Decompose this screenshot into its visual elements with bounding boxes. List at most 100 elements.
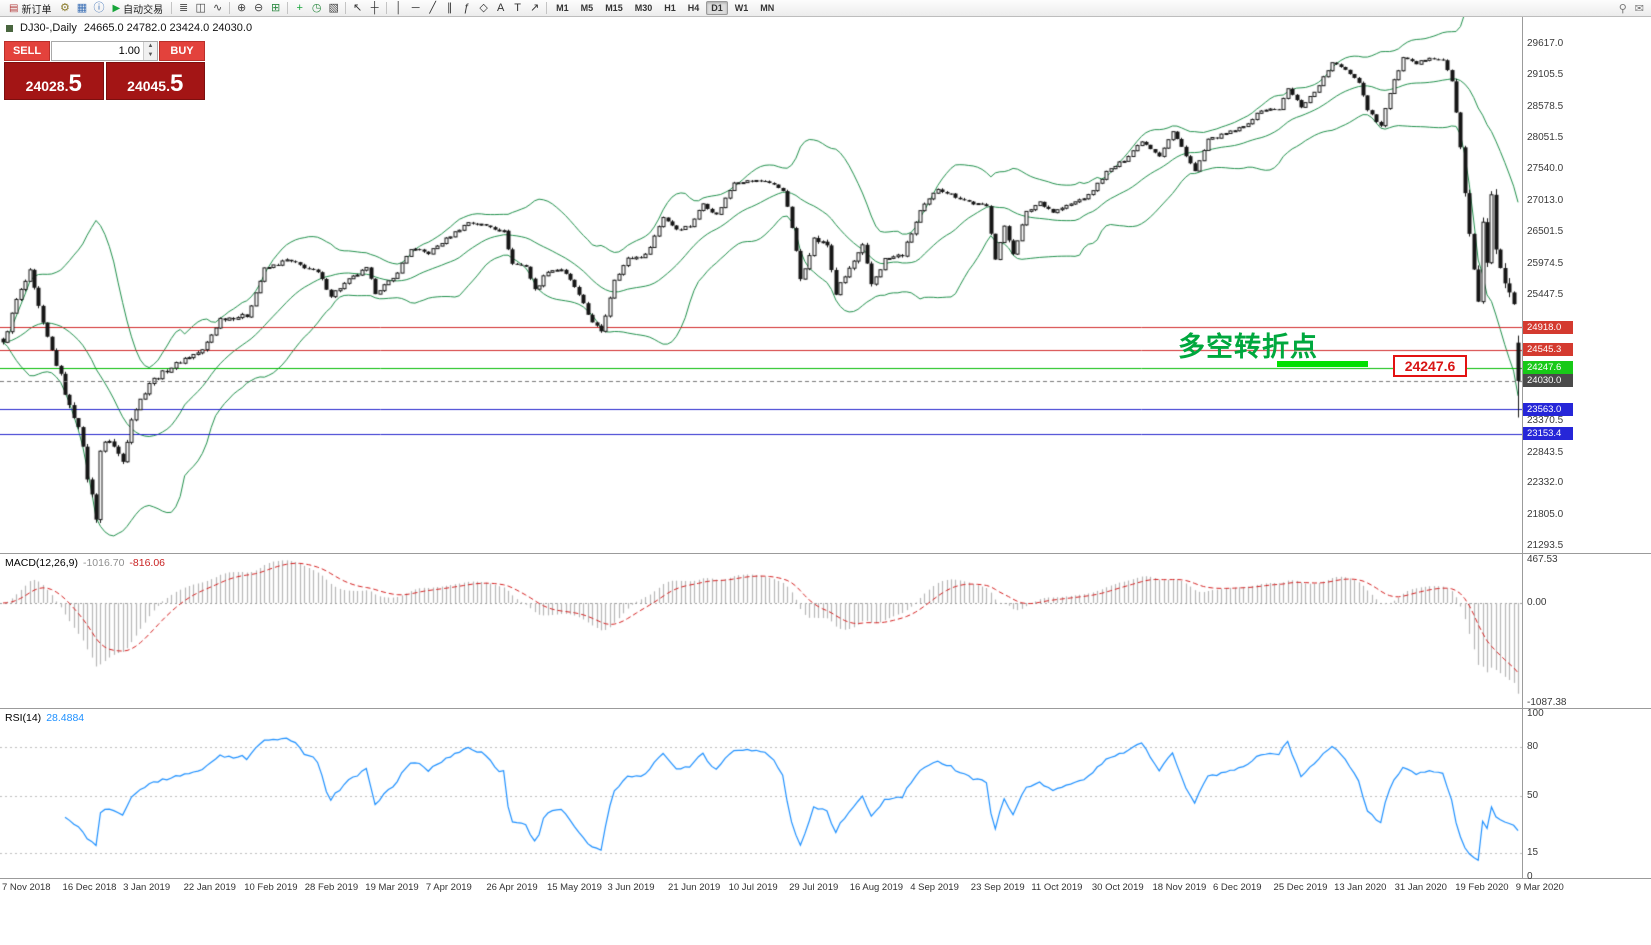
time-axis-label: 23 Sep 2019 (970, 882, 1025, 893)
time-axis-label: 18 Nov 2019 (1152, 882, 1207, 893)
cursor-icon[interactable]: ↖ (353, 1, 363, 14)
zoom-out-icon[interactable]: ⊖ (254, 1, 264, 14)
price-axis-tick: 28578.5 (1527, 100, 1564, 112)
timeframe-h4[interactable]: H4 (683, 1, 705, 15)
green-highlight-segment[interactable] (1277, 361, 1368, 367)
time-axis-label: 10 Feb 2019 (244, 882, 298, 893)
time-axis-label: 11 Oct 2019 (1031, 882, 1083, 893)
toolbar-separator (546, 2, 548, 14)
price-axis-tick: 23370.5 (1527, 414, 1564, 426)
price-axis-border (1522, 17, 1523, 878)
search-icon[interactable]: ⚲ (1618, 2, 1627, 15)
zoom-in-icon[interactable]: ⊕ (237, 1, 247, 14)
rsi-axis-label: 50 (1527, 789, 1539, 801)
macd-panel-splitter[interactable] (0, 553, 1651, 554)
charts-profile-icon[interactable]: ▦ (76, 1, 88, 14)
sell-price-big-digit: 5 (68, 70, 82, 97)
price-axis-tick: 21805.0 (1527, 509, 1564, 521)
volume-spinner: ▲ ▼ (143, 42, 157, 60)
trade-panel-top-row: SELL ▲ ▼ BUY (4, 41, 205, 61)
bar-chart-mode-icon[interactable]: ≣ (179, 1, 189, 14)
text-icon[interactable]: A (496, 1, 505, 14)
price-axis-tag: 24918.0 (1523, 320, 1573, 334)
buy-price-main: 24045. (127, 78, 170, 94)
channel-icon[interactable]: ∥ (446, 1, 453, 14)
candlestick-mode-icon[interactable]: ◫ (195, 1, 206, 14)
main-chart-canvas[interactable] (0, 17, 1522, 553)
sell-price-box[interactable]: 24028. 5 (4, 62, 104, 100)
autotrading-button-label: 自动交易 (123, 4, 164, 16)
autotrading-button[interactable]: ▶ 自动交易 (107, 1, 168, 16)
vertical-line-icon[interactable]: │ (395, 1, 403, 14)
timeframe-d1[interactable]: D1 (706, 1, 728, 15)
time-axis-label: 21 Jun 2019 (668, 882, 721, 893)
expert-advisors-icon[interactable]: ⚙ (60, 1, 70, 14)
timeframe-m1[interactable]: M1 (551, 1, 574, 15)
toolbar-separator (345, 2, 347, 14)
macd-indicator-label: MACD(12,26,9) -1016.70 -816.06 (5, 557, 165, 569)
sell-button[interactable]: SELL (4, 41, 50, 61)
time-axis-label: 15 May 2019 (546, 882, 602, 893)
price-axis-tick: 25447.5 (1527, 289, 1564, 301)
period-icon[interactable]: ◷ (311, 1, 322, 14)
price-axis-tick: 29617.0 (1527, 38, 1564, 50)
macd-panel-canvas[interactable] (0, 554, 1522, 708)
timeframe-m15[interactable]: M15 (600, 1, 628, 15)
label-icon[interactable]: T (514, 1, 522, 14)
time-axis-label: 3 Jan 2019 (123, 882, 171, 893)
rsi-axis-label: 15 (1527, 846, 1539, 858)
price-axis-tick: 22332.0 (1527, 477, 1564, 489)
macd-axis-label: 467.53 (1527, 554, 1558, 565)
rsi-name: RSI(14) (5, 712, 42, 724)
info-icon[interactable]: ⓘ (93, 1, 105, 14)
time-axis-label: 29 Jul 2019 (789, 882, 839, 893)
new-chart-icon[interactable]: + (296, 1, 303, 14)
chart-ohlc-header: DJ30-,Daily 24665.0 24782.0 23424.0 2403… (6, 22, 252, 34)
time-axis-label: 4 Sep 2019 (910, 882, 959, 893)
messages-icon[interactable]: ✉ (1634, 2, 1644, 15)
trendline-icon[interactable]: ╱ (429, 1, 436, 14)
toolbar-left-group: ▤ 新订单 ⚙ ▦ ⓘ ▶ 自动交易 ≣ ◫ ∿ ⊕ ⊖ ⊞ + ◷ ▧ ↖ ┼ │ ─ ╱ ∥ ƒ ◇ A T ↗ M1 M5 M15 M… (4, 0, 780, 16)
rsi-value: 28.4884 (46, 712, 85, 724)
rsi-panel-canvas[interactable] (0, 709, 1522, 878)
new-order-button[interactable]: ▤ 新订单 (4, 1, 56, 16)
macd-main-value: -1016.70 (82, 557, 125, 569)
line-chart-mode-icon[interactable]: ∿ (213, 1, 223, 14)
turning-point-annotation[interactable]: 多空转折点 (1178, 332, 1318, 362)
new-order-icon: ▤ (9, 2, 19, 14)
price-level-callout[interactable]: 24247.6 (1393, 355, 1467, 377)
timeframe-mn[interactable]: MN (755, 1, 779, 15)
autotrading-play-icon: ▶ (112, 2, 121, 14)
price-axis-tag: 23563.0 (1523, 402, 1573, 416)
rsi-axis-label: 80 (1527, 740, 1539, 752)
horizontal-line-icon[interactable]: ─ (411, 1, 420, 14)
time-axis-label: 7 Apr 2019 (425, 882, 472, 893)
rsi-panel-splitter[interactable] (0, 708, 1651, 709)
price-axis-tick: 27013.0 (1527, 195, 1564, 207)
fibonacci-icon[interactable]: ƒ (463, 1, 470, 14)
volume-input[interactable] (52, 42, 143, 60)
time-axis-label: 13 Jan 2020 (1334, 882, 1387, 893)
timeframe-w1[interactable]: W1 (730, 1, 754, 15)
templates-icon[interactable]: ▧ (328, 1, 339, 14)
price-axis-tag: 24545.3 (1523, 343, 1573, 357)
price-axis-tick: 27540.0 (1527, 163, 1564, 175)
time-axis-label: 31 Jan 2020 (1394, 882, 1447, 893)
volume-up-button[interactable]: ▲ (144, 42, 157, 51)
tile-windows-icon[interactable]: ⊞ (271, 1, 281, 14)
buy-price-box[interactable]: 24045. 5 (105, 62, 205, 100)
arrows-icon[interactable]: ↗ (530, 1, 540, 14)
buy-button[interactable]: BUY (159, 41, 205, 61)
volume-down-button[interactable]: ▼ (144, 51, 157, 60)
timeframe-h1[interactable]: H1 (659, 1, 681, 15)
shapes-icon[interactable]: ◇ (479, 1, 488, 14)
crosshair-icon[interactable]: ┼ (370, 1, 379, 14)
macd-name: MACD(12,26,9) (5, 557, 78, 569)
time-axis-label: 22 Jan 2019 (183, 882, 236, 893)
price-axis-tick: 21293.5 (1527, 539, 1564, 551)
timeframe-m30[interactable]: M30 (630, 1, 658, 15)
time-axis-label: 10 Jul 2019 (728, 882, 778, 893)
timeframe-m5[interactable]: M5 (576, 1, 599, 15)
toolbar-right-group: ⚲ ✉ (1619, 2, 1647, 15)
one-click-trading-panel: SELL ▲ ▼ BUY 24028.5 24045.5 (4, 41, 205, 100)
